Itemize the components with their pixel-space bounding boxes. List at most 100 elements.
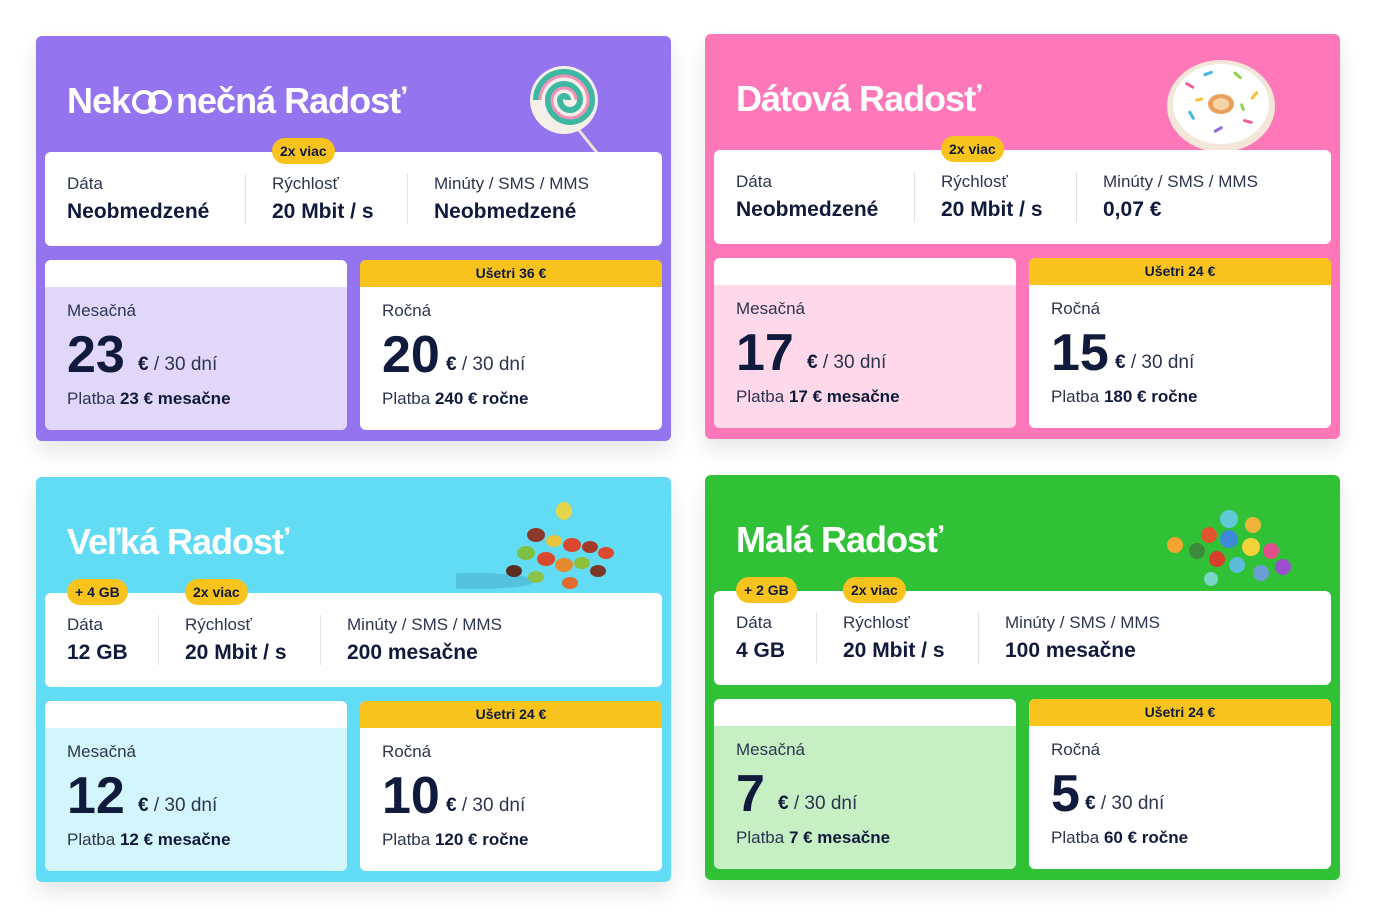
price-top bbox=[45, 260, 347, 287]
candy-beans-icon bbox=[416, 501, 626, 593]
speed-badge: 2x viac bbox=[272, 138, 335, 164]
spec-label: Rýchlosť bbox=[843, 613, 910, 632]
price-unit: € / 30 dní bbox=[807, 352, 887, 373]
divider bbox=[245, 174, 246, 224]
price-payment: Platba 120 € ročne bbox=[382, 830, 529, 849]
price-payment: Platba 12 € mesačne bbox=[67, 830, 231, 849]
price-option-monthly[interactable]: Mesačná 12 € / 30 dní Platba 12 € mesačn… bbox=[45, 701, 347, 871]
price-option-yearly[interactable]: Ušetri 24 € Ročná 5 € / 30 dní Platba 60… bbox=[1029, 699, 1331, 869]
plan-specs: 2x viac Dáta Neobmedzené Rýchlosť 20 Mbi… bbox=[714, 136, 1331, 244]
price-unit: € / 30 dní bbox=[138, 354, 218, 375]
spec-calls: Minúty / SMS / MMS 0,07 € bbox=[1103, 172, 1258, 222]
speed-badge: 2x viac bbox=[843, 577, 906, 603]
price-payment: Platba 17 € mesačne bbox=[736, 387, 900, 406]
spec-value: 20 Mbit / s bbox=[941, 198, 1043, 221]
plan-card-mala[interactable]: Malá Radosť + 2 GB 2x viac Dáta 4 GB Rýc… bbox=[705, 475, 1340, 880]
price-body: Mesačná 12 € / 30 dní Platba 12 € mesačn… bbox=[45, 728, 347, 871]
price-option-yearly[interactable]: Ušetri 24 € Ročná 10 € / 30 dní Platba 1… bbox=[360, 701, 662, 871]
spec-label: Minúty / SMS / MMS bbox=[434, 174, 589, 193]
price-amount: 15 bbox=[1051, 324, 1109, 382]
speed-badge: 2x viac bbox=[941, 136, 1004, 162]
price-label: Mesačná bbox=[736, 740, 805, 759]
spec-data: Dáta 12 GB bbox=[67, 615, 128, 665]
price-option-monthly[interactable]: Mesačná 17 € / 30 dní Platba 17 € mesačn… bbox=[714, 258, 1016, 428]
spec-label: Dáta bbox=[67, 174, 103, 193]
price-amount: 12 bbox=[67, 767, 125, 825]
price-amount: 10 bbox=[382, 767, 440, 825]
plan-card-nekonecna[interactable]: Nek nečná Radosť 2x viac Dáta Neobmedzené… bbox=[36, 36, 671, 441]
price-body: Ročná 10 € / 30 dní Platba 120 € ročne bbox=[360, 728, 662, 871]
price-label: Mesačná bbox=[736, 299, 805, 318]
spec-calls: Minúty / SMS / MMS 200 mesačne bbox=[347, 615, 502, 665]
lollipop-icon bbox=[526, 64, 606, 156]
infinity-icon bbox=[132, 90, 173, 114]
spec-value: 20 Mbit / s bbox=[185, 641, 287, 664]
price-payment: Platba 240 € ročne bbox=[382, 389, 529, 408]
price-unit: € / 30 dní bbox=[138, 795, 218, 816]
spec-value: Neobmedzené bbox=[67, 200, 210, 223]
plan-title: Malá Radosť bbox=[736, 519, 943, 560]
price-top bbox=[714, 699, 1016, 726]
price-top bbox=[714, 258, 1016, 285]
spec-speed: Rýchlosť 20 Mbit / s bbox=[272, 174, 374, 224]
spec-data: Dáta 4 GB bbox=[736, 613, 785, 663]
price-payment: Platba 7 € mesačne bbox=[736, 828, 891, 847]
speed-badge: 2x viac bbox=[185, 579, 248, 605]
save-banner: Ušetri 24 € bbox=[360, 701, 662, 728]
price-option-monthly[interactable]: Mesačná 7 € / 30 dní Platba 7 € mesačne bbox=[714, 699, 1016, 869]
spec-data: Dáta Neobmedzené bbox=[67, 174, 209, 224]
spec-label: Rýchlosť bbox=[941, 172, 1008, 191]
spec-value: 20 Mbit / s bbox=[272, 200, 374, 223]
price-option-yearly[interactable]: Ušetri 24 € Ročná 15 € / 30 dní Platba 1… bbox=[1029, 258, 1331, 428]
price-label: Ročná bbox=[1051, 299, 1101, 318]
spec-label: Rýchlosť bbox=[272, 174, 339, 193]
price-body: Mesačná 17 € / 30 dní Platba 17 € mesačn… bbox=[714, 285, 1016, 428]
price-amount: 5 bbox=[1051, 765, 1080, 823]
price-payment: Platba 23 € mesačne bbox=[67, 389, 231, 408]
spec-data: Dáta Neobmedzené bbox=[736, 172, 878, 222]
price-amount: 20 bbox=[382, 326, 440, 384]
spec-value: 0,07 € bbox=[1103, 198, 1162, 221]
data-badge: + 4 GB bbox=[67, 579, 128, 605]
plan-title: Nek nečná Radosť bbox=[67, 80, 406, 121]
price-amount: 7 bbox=[736, 765, 765, 823]
price-body: Ročná 15 € / 30 dní Platba 180 € ročne bbox=[1029, 285, 1331, 428]
divider bbox=[407, 174, 408, 224]
price-body: Mesačná 23 € / 30 dní Platba 23 € mesačn… bbox=[45, 287, 347, 430]
price-label: Ročná bbox=[1051, 740, 1101, 759]
divider bbox=[1076, 172, 1077, 222]
spec-label: Dáta bbox=[736, 172, 772, 191]
spec-value: 100 mesačne bbox=[1005, 639, 1136, 662]
divider bbox=[978, 613, 979, 663]
plan-card-datova[interactable]: Dátová Radosť 2x viac Dáta Neobmedzené R… bbox=[705, 34, 1340, 439]
price-label: Ročná bbox=[382, 301, 432, 320]
save-banner: Ušetri 36 € bbox=[360, 260, 662, 287]
price-option-monthly[interactable]: Mesačná 23 € / 30 dní Platba 23 € mesačn… bbox=[45, 260, 347, 430]
price-payment: Platba 60 € ročne bbox=[1051, 828, 1189, 847]
save-banner: Ušetri 24 € bbox=[1029, 258, 1331, 285]
plan-title: Dátová Radosť bbox=[736, 78, 981, 119]
plan-card-velka[interactable]: Veľká Radosť + 4 GB 2x viac Dáta 12 GB bbox=[36, 477, 671, 882]
divider bbox=[158, 615, 159, 665]
spec-calls: Minúty / SMS / MMS 100 mesačne bbox=[1005, 613, 1160, 663]
plan-title: Veľká Radosť bbox=[67, 521, 289, 562]
price-option-yearly[interactable]: Ušetri 36 € Ročná 20 € / 30 dní Platba 2… bbox=[360, 260, 662, 430]
data-badge: + 2 GB bbox=[736, 577, 797, 603]
plan-specs: + 2 GB 2x viac Dáta 4 GB Rýchlosť 20 Mbi… bbox=[714, 577, 1331, 685]
spec-label: Minúty / SMS / MMS bbox=[347, 615, 502, 634]
price-body: Mesačná 7 € / 30 dní Platba 7 € mesačne bbox=[714, 726, 1016, 869]
plan-specs: 2x viac Dáta Neobmedzené Rýchlosť 20 Mbi… bbox=[45, 138, 662, 246]
price-label: Mesačná bbox=[67, 301, 136, 320]
spec-value: 200 mesačne bbox=[347, 641, 478, 664]
save-banner: Ušetri 24 € bbox=[1029, 699, 1331, 726]
spec-calls: Minúty / SMS / MMS Neobmedzené bbox=[434, 174, 589, 224]
spec-speed: Rýchlosť 20 Mbit / s bbox=[843, 613, 945, 663]
price-amount: 23 bbox=[67, 326, 125, 384]
divider bbox=[320, 615, 321, 665]
price-unit: € / 30 dní bbox=[1115, 352, 1195, 373]
candy-dots-icon bbox=[1163, 505, 1293, 591]
price-body: Ročná 20 € / 30 dní Platba 240 € ročne bbox=[360, 287, 662, 430]
price-unit: € / 30 dní bbox=[446, 795, 526, 816]
price-unit: € / 30 dní bbox=[1085, 793, 1165, 814]
spec-value: 4 GB bbox=[736, 639, 786, 662]
